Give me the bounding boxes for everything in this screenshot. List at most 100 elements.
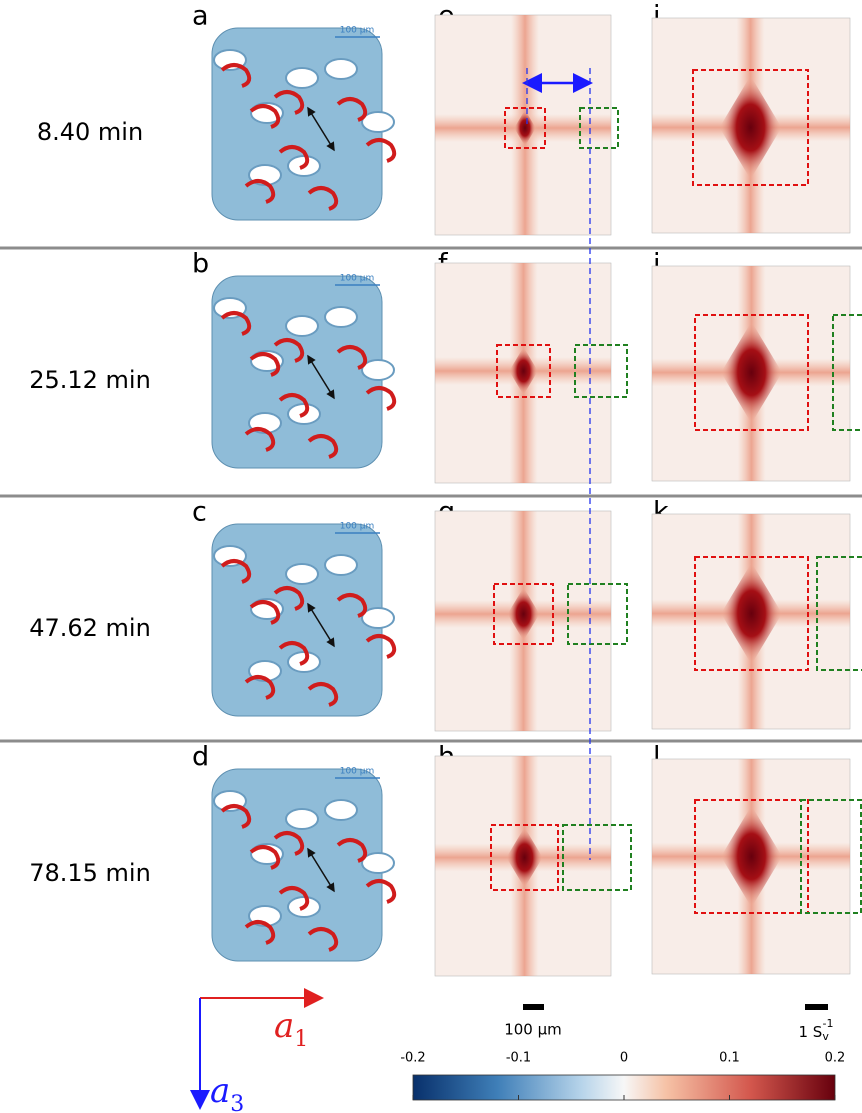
interface: [307, 682, 339, 707]
interface: [307, 186, 339, 211]
interface: [336, 593, 368, 618]
interface: [336, 838, 368, 863]
peak-box: [694, 799, 809, 914]
interface: [365, 879, 397, 904]
neighbor-box: [562, 824, 632, 891]
axis-label: a1: [274, 1006, 308, 1052]
neighbor-box: [832, 314, 862, 431]
interface: [307, 434, 339, 459]
correlation-map: [434, 262, 628, 484]
interface: [220, 804, 252, 829]
panel-letter: d: [192, 742, 209, 773]
scale-label: 100 μm: [340, 522, 375, 532]
pore: [324, 554, 358, 576]
correlation-map: [651, 758, 862, 975]
pore: [361, 607, 395, 629]
structure-render: [211, 27, 397, 221]
panel-letter: l: [653, 742, 661, 773]
interface: [278, 886, 310, 911]
length-arrow: [307, 354, 335, 400]
interface: [278, 393, 310, 418]
colorbar-tick-label: 0.2: [825, 1051, 846, 1066]
interface: [273, 586, 305, 611]
interface: [249, 352, 281, 377]
pore: [285, 315, 319, 337]
neighbor-box: [567, 583, 628, 645]
interface: [365, 634, 397, 659]
axis-label: a3: [210, 1071, 244, 1113]
peak-box: [692, 69, 809, 186]
scale-label: 100 μm: [340, 274, 375, 284]
length-arrow: [307, 847, 335, 893]
scale-symbol: S: [813, 1023, 823, 1041]
pore: [285, 67, 319, 89]
axis-symbol: a: [274, 1006, 294, 1046]
neighbor-box: [579, 107, 619, 149]
peak-box: [496, 344, 551, 398]
peak: [720, 321, 783, 424]
pore: [361, 852, 395, 874]
axis-sub: 3: [230, 1092, 244, 1113]
interface: [278, 145, 310, 170]
peak: [506, 827, 543, 888]
interface: [249, 600, 281, 625]
correlation-map: [651, 513, 862, 730]
correlation-map: [434, 510, 628, 732]
axis-sub: 1: [294, 1027, 308, 1052]
peak: [720, 805, 783, 908]
peak: [720, 562, 783, 665]
pore: [285, 808, 319, 830]
interface: [273, 90, 305, 115]
structure-render: [211, 523, 397, 717]
interface: [336, 345, 368, 370]
structure-render: [211, 275, 397, 469]
peak-box: [694, 314, 809, 431]
correlation-map: [651, 17, 851, 234]
structure-render: [211, 768, 397, 962]
scale-bar: [523, 1004, 544, 1010]
neighbor-box: [816, 556, 862, 671]
correlation-map: [434, 755, 632, 977]
pore: [324, 58, 358, 80]
scale-sup: -1: [823, 1017, 834, 1030]
panel-letter: j: [652, 249, 661, 280]
peak: [514, 110, 536, 146]
time-label: 78.15 min: [29, 859, 151, 887]
length-arrow: [307, 602, 335, 648]
scale-label: 1 Sv-1: [798, 1017, 833, 1043]
pore: [285, 563, 319, 585]
panel-letter: a: [192, 1, 209, 32]
pore: [324, 306, 358, 328]
peak: [507, 587, 540, 641]
pore: [324, 799, 358, 821]
interface: [220, 559, 252, 584]
colorbar-ticks: -0.2 -0.1 0 0.1 0.2: [400, 1051, 846, 1100]
time-label: 25.12 min: [29, 366, 151, 394]
neighbor-box: [574, 344, 628, 398]
interface: [244, 179, 276, 204]
peak-box: [490, 824, 559, 891]
peak-box: [504, 107, 546, 149]
length-arrow: [307, 106, 335, 152]
colorbar-tick-label: -0.2: [400, 1051, 425, 1066]
scale-label: 100 μm: [340, 26, 375, 36]
interface: [244, 427, 276, 452]
neighbor-box: [800, 799, 862, 914]
interface: [249, 845, 281, 870]
panel-letter: c: [192, 497, 207, 528]
interface: [220, 311, 252, 336]
interface: [249, 104, 281, 129]
pore: [361, 359, 395, 381]
interface: [244, 675, 276, 700]
time-label: 8.40 min: [37, 118, 143, 146]
interface: [336, 97, 368, 122]
panel-letter: b: [192, 249, 209, 280]
colorbar-tick-label: 0.1: [719, 1051, 740, 1066]
axis-symbol: a: [210, 1071, 230, 1111]
interface: [273, 338, 305, 363]
scale-label: 100 μm: [504, 1021, 562, 1039]
scale-number: 1: [798, 1023, 808, 1041]
colorbar-tick-label: -0.1: [506, 1051, 531, 1066]
